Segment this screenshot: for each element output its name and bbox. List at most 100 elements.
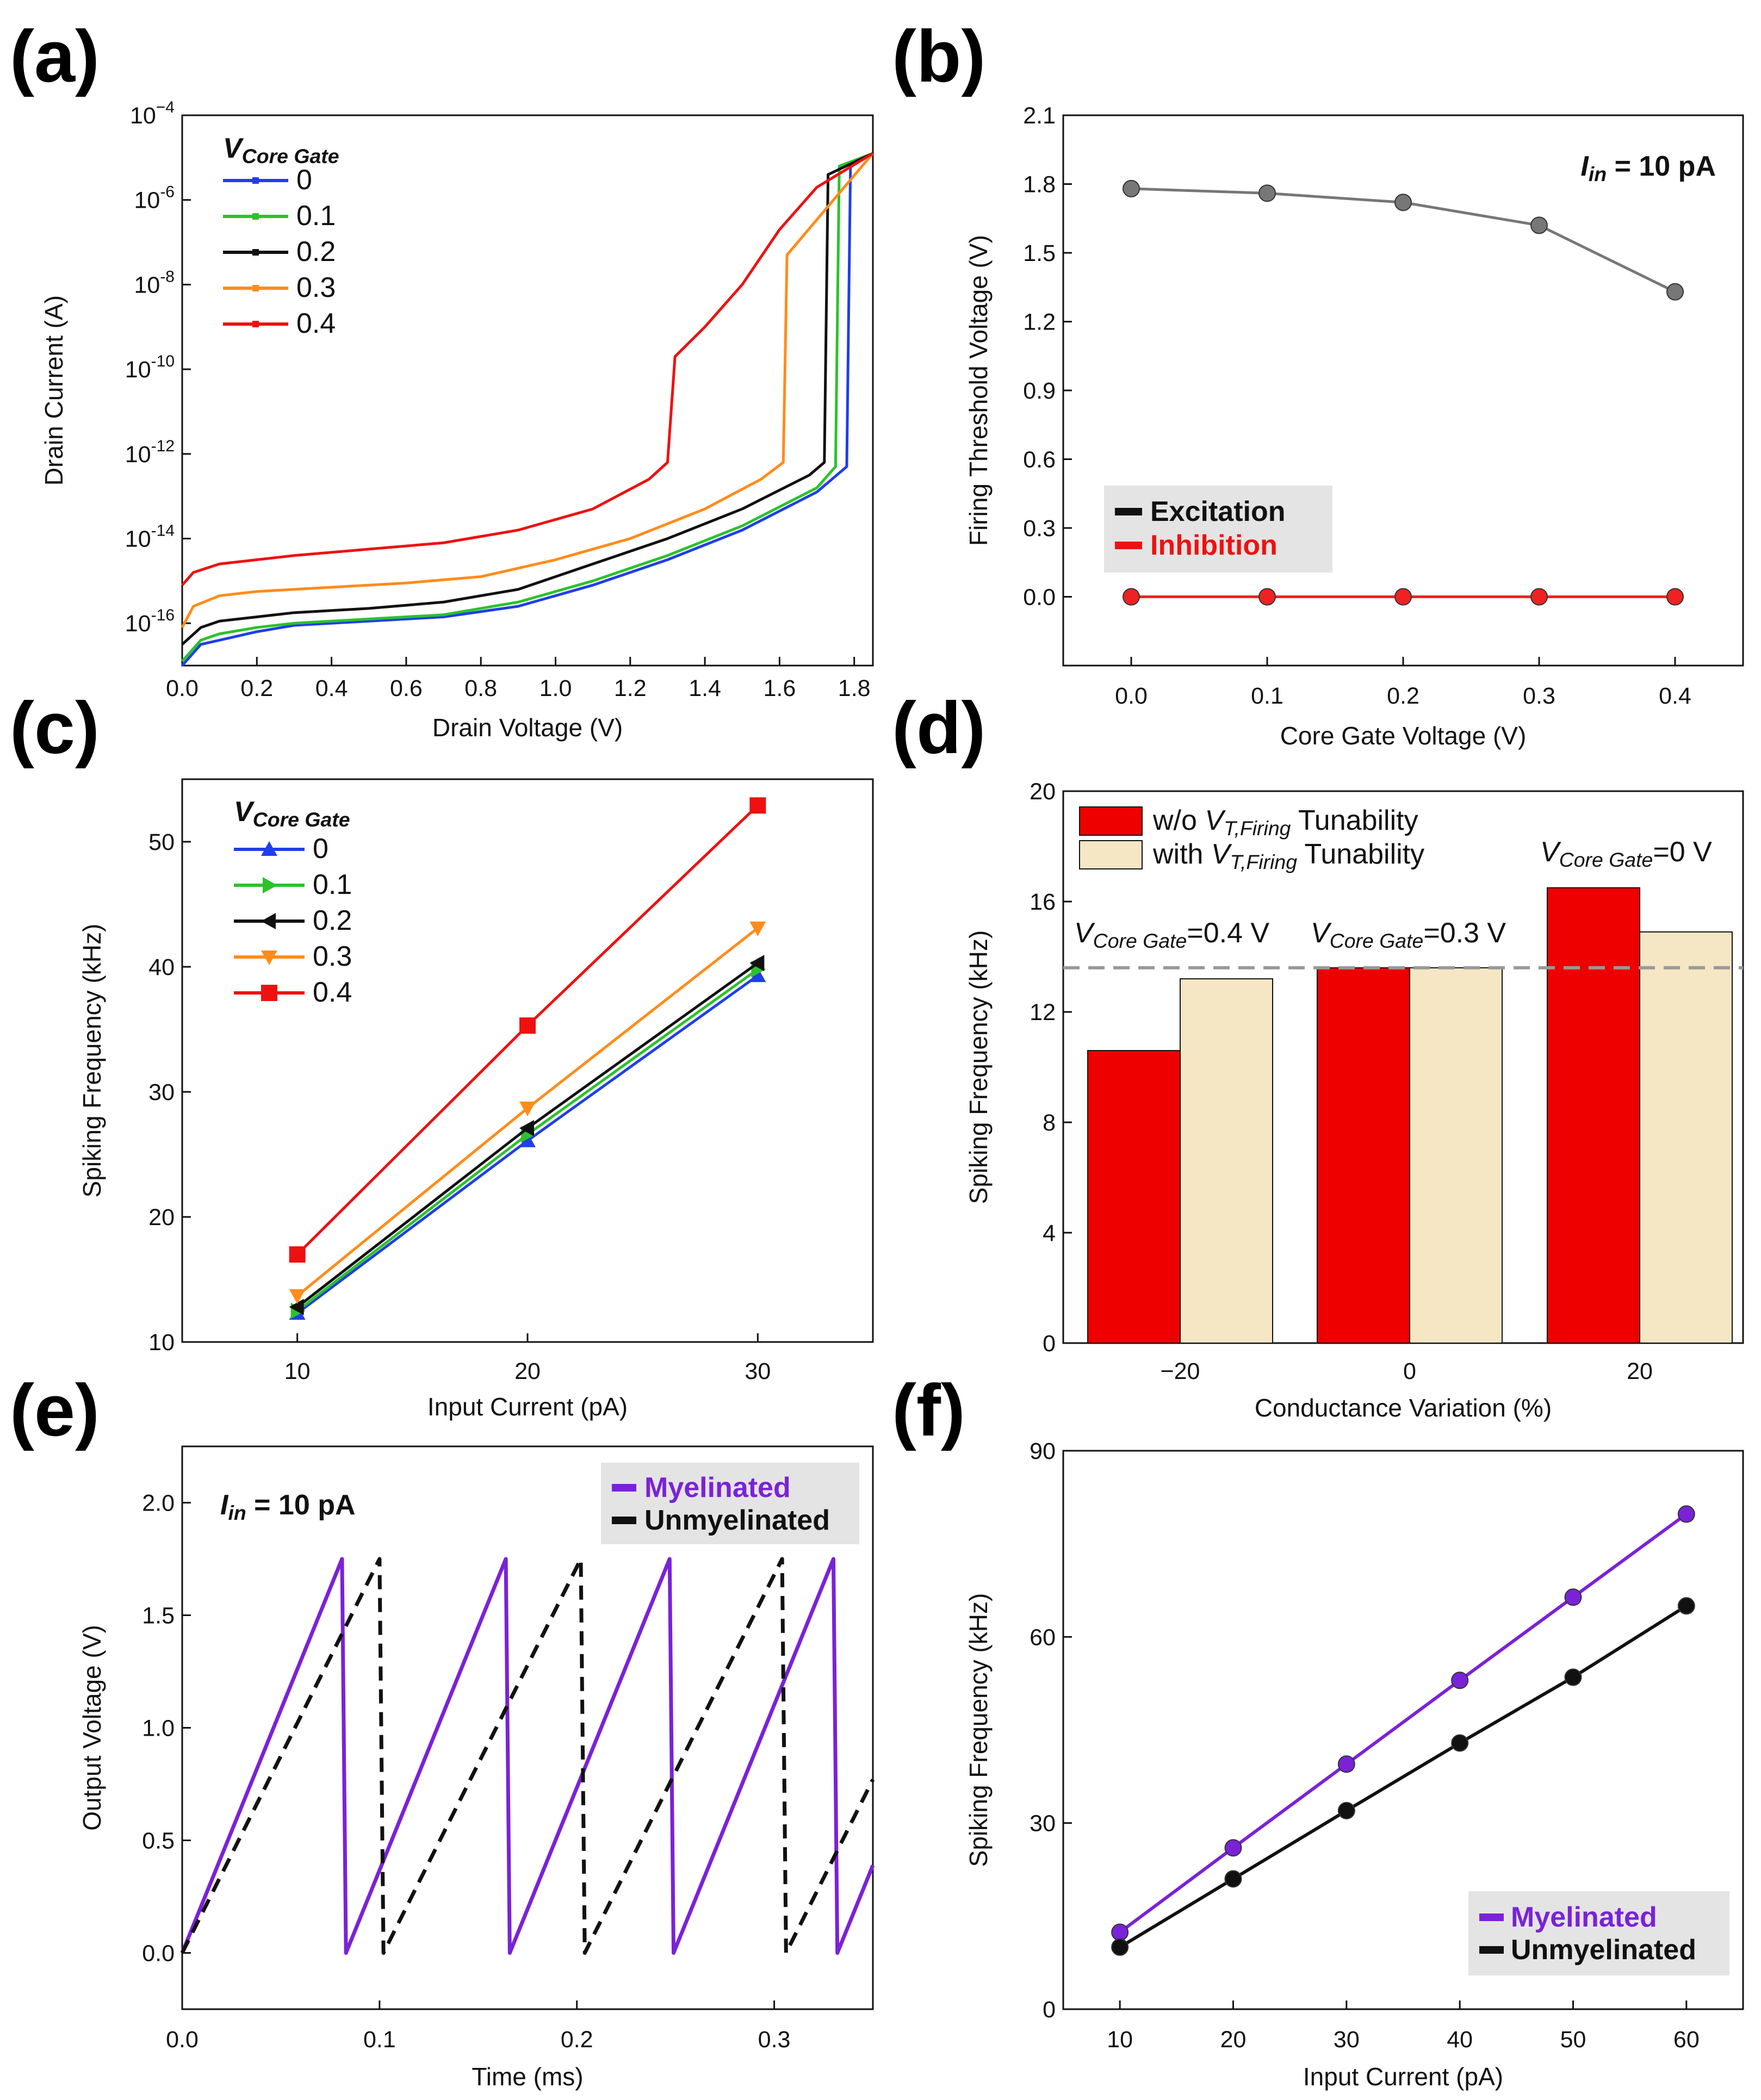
panel-c-legend-title: VCore Gate bbox=[234, 796, 350, 831]
panel-a-y-tick-base: 10 bbox=[125, 442, 151, 468]
panel-c-plot-frame bbox=[181, 778, 874, 1343]
panel-b-y-tick-label: 0.3 bbox=[1023, 515, 1056, 542]
panel-d-annotation: VCore Gate=0.4 V bbox=[1074, 917, 1269, 952]
panel-a-series-line-0 bbox=[181, 152, 874, 667]
panel-f-series-line bbox=[1119, 1512, 1688, 1934]
panel-f-series-line bbox=[1119, 1604, 1688, 1949]
panel-d-x-axis-title: Conductance Variation (%) bbox=[1255, 1394, 1552, 1422]
panel-d-y-tick-label: 8 bbox=[1043, 1110, 1056, 1136]
panel-f-point bbox=[1111, 1938, 1129, 1956]
panel-e: (e) 0.0 0.1 0.2 0.3 0.0 0.5 1.0 1.5 2.0 Time (ms)… bbox=[10, 1369, 875, 2091]
panel-c-legend-label: 0 bbox=[313, 833, 328, 865]
panel-c-y-tick-label: 10 bbox=[148, 1329, 175, 1356]
panel-c-legend-marker bbox=[263, 877, 277, 893]
panel-f-x-tick-label: 30 bbox=[1334, 2027, 1360, 2053]
panel-d: (d) 0 4 8 12 16 20 Conductance Variation (%) Sp… bbox=[892, 687, 1744, 1422]
panel-c-legend-marker bbox=[261, 950, 277, 965]
panel-b-y-tick-label: 1.5 bbox=[1023, 240, 1056, 266]
panel-a-legend-marker bbox=[252, 213, 259, 220]
panel-d-legend-swatch bbox=[1079, 840, 1143, 869]
panel-c-legend-marker bbox=[261, 841, 277, 856]
panel-d-y-tick-label: 20 bbox=[1030, 779, 1056, 805]
panel-c-label: (c) bbox=[10, 687, 100, 769]
panel-a-x-tick-label: 1.8 bbox=[838, 675, 871, 701]
panel-c-point bbox=[519, 1120, 534, 1136]
panel-d-legend-label: w/o VT,Firing Tunability bbox=[1152, 805, 1418, 840]
panel-d-annotation-part: =0.3 V bbox=[1423, 917, 1506, 949]
panel-b-point bbox=[1666, 283, 1684, 301]
panel-a-y-tick-base: 10 bbox=[134, 272, 160, 298]
panel-d-legend-label-part: V bbox=[1211, 838, 1232, 870]
panel-f-legend-box bbox=[1468, 1891, 1729, 1975]
panel-e-y-tick-label: 1.0 bbox=[142, 1716, 175, 1742]
panel-d-bar bbox=[1087, 1050, 1181, 1344]
panel-d-x-tick-label: 20 bbox=[1627, 1358, 1653, 1384]
panel-c-legend-title-part: V bbox=[234, 796, 255, 828]
panel-a-legend-label: 0.3 bbox=[296, 272, 336, 303]
panel-c-legend-label: 0.4 bbox=[313, 977, 352, 1008]
panel-a-y-tick-label: 10-6 bbox=[134, 183, 175, 214]
panel-c-legend-marker bbox=[261, 985, 277, 1001]
panel-d-legend-label-part: V bbox=[1205, 805, 1226, 836]
panel-c-legend-marker bbox=[261, 913, 276, 929]
panel-e-x-axis-title: Time (ms) bbox=[472, 2062, 583, 2091]
panel-a-x-tick-label: 0.2 bbox=[240, 675, 273, 701]
panel-f-legend-label: Myelinated bbox=[1511, 1902, 1657, 1933]
panel-c-point bbox=[289, 1246, 306, 1263]
panel-e-annotation: Iin = 10 pA bbox=[220, 1489, 356, 1524]
panel-b-point bbox=[1530, 588, 1548, 606]
panel-d-bar bbox=[1409, 967, 1503, 1344]
panel-b-y-tick-label: 2.1 bbox=[1023, 103, 1056, 129]
panel-b-y-tick-label: 0.9 bbox=[1023, 378, 1056, 404]
panel-a-x-tick-label: 0.4 bbox=[315, 675, 348, 701]
panel-a-legend-title: VCore Gate bbox=[223, 133, 339, 167]
panel-d-annotation-part: V bbox=[1074, 917, 1095, 949]
panel-f-x-tick-label: 10 bbox=[1107, 2027, 1133, 2053]
panel-f-y-tick-label: 30 bbox=[1030, 1811, 1056, 1837]
panel-f-point bbox=[1564, 1588, 1582, 1606]
panel-b-legend-box bbox=[1104, 486, 1332, 573]
panel-b-legend-swatch bbox=[1115, 508, 1142, 515]
panel-a-legend-label: 0.2 bbox=[296, 236, 336, 268]
panel-d-legend-label-part: T,Firing bbox=[1224, 817, 1291, 840]
panel-a-y-tick-base: 10 bbox=[125, 611, 151, 637]
panel-a-y-tick-exp: -16 bbox=[151, 606, 175, 624]
panel-a-legend-marker bbox=[252, 285, 259, 291]
panel-c-y-tick-label: 50 bbox=[148, 829, 175, 855]
panel-d-y-axis-title: Spiking Frequency (kHz) bbox=[964, 930, 993, 1204]
panel-e-legend-label: Myelinated bbox=[644, 1472, 791, 1503]
panel-b-point bbox=[1530, 216, 1548, 234]
panel-c-point bbox=[289, 1298, 304, 1315]
panel-b-y-tick-label: 0.6 bbox=[1023, 447, 1056, 473]
panel-e-annotation-part: I bbox=[220, 1489, 229, 1521]
panel-f: (f) 10 20 30 40 50 60 0 30 60 90 Input Current (pA… bbox=[892, 1369, 1744, 2091]
panel-d-y-tick-label: 12 bbox=[1030, 999, 1056, 1026]
panel-a-x-tick-label: 0.0 bbox=[166, 675, 199, 701]
panel-c-legend-title-part: Core Gate bbox=[253, 808, 350, 831]
panel-e-y-tick-label: 1.5 bbox=[142, 1603, 175, 1629]
panel-a-legend-marker bbox=[252, 177, 259, 184]
panel-d-annotation-part: =0 V bbox=[1653, 836, 1712, 868]
panel-d-label: (d) bbox=[892, 687, 985, 769]
panel-b-point bbox=[1123, 179, 1140, 197]
panel-e-series-line bbox=[180, 1557, 875, 1955]
panel-e-y-tick-label: 0.5 bbox=[142, 1828, 175, 1854]
panel-d-legend-swatch bbox=[1079, 806, 1143, 836]
panel-c-y-tick-label: 30 bbox=[148, 1079, 175, 1105]
panel-d-bar bbox=[1317, 967, 1410, 1344]
panel-f-legend-label: Unmyelinated bbox=[1511, 1934, 1696, 1966]
panel-a-series-line-0.1 bbox=[181, 152, 873, 662]
panel-f-y-tick-label: 60 bbox=[1030, 1624, 1056, 1650]
panel-f-y-tick-label: 90 bbox=[1030, 1438, 1056, 1464]
panel-c-x-tick-label: 30 bbox=[745, 1358, 771, 1384]
panel-b-point bbox=[1258, 184, 1276, 202]
panel-d-annotation: VCore Gate=0 V bbox=[1540, 836, 1712, 871]
panel-d-annotation-part: Core Gate bbox=[1330, 929, 1424, 952]
panel-f-plot-frame bbox=[1062, 1450, 1744, 2010]
panel-d-bar bbox=[1547, 887, 1640, 1344]
panel-f-legend-swatch bbox=[1479, 1946, 1504, 1954]
panel-c-y-tick-label: 40 bbox=[148, 954, 175, 980]
panel-a-legend-label: 0.1 bbox=[296, 200, 336, 232]
panel-d-annotation-part: Core Gate bbox=[1093, 929, 1187, 952]
panel-c-legend-label: 0.1 bbox=[313, 869, 352, 900]
